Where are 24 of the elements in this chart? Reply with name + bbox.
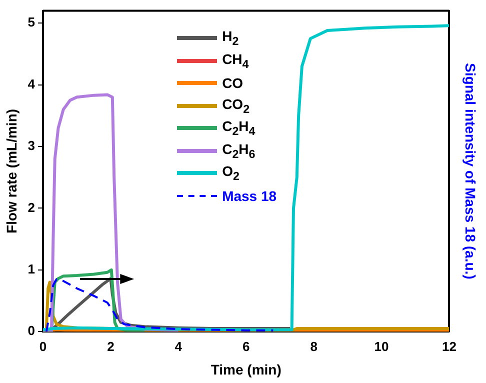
- x-axis-title: Time (min): [210, 361, 282, 378]
- x-tick-label: 10: [374, 338, 389, 354]
- x-tick-label: 4: [174, 338, 183, 354]
- legend-label: Mass 18: [222, 188, 277, 204]
- x-tick-label: 12: [442, 338, 456, 354]
- y-tick-label: 3: [28, 138, 36, 154]
- y-tick-label: 1: [28, 261, 36, 276]
- y-tick-label: 0: [28, 323, 36, 338]
- y-axis-title: Flow rate (mL/min): [3, 108, 20, 234]
- x-tick-label: 0: [39, 338, 47, 354]
- legend-label: O$_{2}$: [222, 163, 240, 183]
- legend-label: CH$_{4}$: [222, 50, 249, 70]
- x-tick-label: 6: [242, 338, 250, 354]
- x-tick-label: 8: [310, 338, 318, 354]
- x-tick-label: 2: [107, 338, 114, 354]
- legend-label: CO: [222, 75, 244, 92]
- y-tick-label: 5: [28, 14, 36, 30]
- y2-axis-title: Signal intensity of Mass 18 (a.u.): [462, 63, 479, 280]
- legend-label: C$_{2}$H$_{4}$: [222, 118, 256, 138]
- legend-label: CO$_{2}$: [222, 96, 250, 116]
- legend-label: C$_{2}$H$_{6}$: [222, 140, 256, 160]
- legend-label: H$_{2}$: [222, 28, 239, 48]
- y-tick-label: 4: [28, 76, 36, 92]
- y-tick-label: 2: [28, 200, 36, 215]
